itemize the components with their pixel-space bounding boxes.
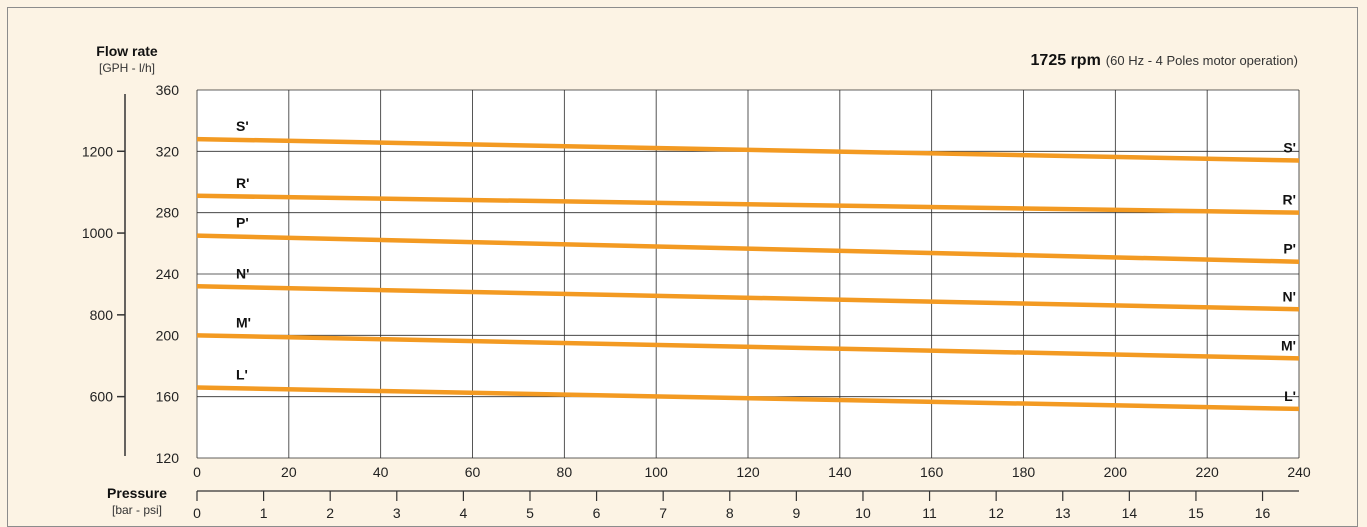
- y-gph-tick-label: 1200: [82, 143, 113, 159]
- x-psi-tick-label: 140: [828, 464, 852, 480]
- x-bar-tick-label: 10: [855, 505, 871, 519]
- series-label-left: N': [236, 265, 249, 281]
- x-psi-tick-label: 200: [1104, 464, 1128, 480]
- x-bar-tick-label: 5: [526, 505, 534, 519]
- y-gph-tick-label: 1000: [82, 225, 113, 241]
- series-label-right: P': [1283, 241, 1296, 257]
- y-axis-title: Flow rate: [96, 43, 158, 59]
- x-psi-tick-label: 0: [193, 464, 201, 480]
- curve-labels: S' S' R' R' P' P' N' N' M' M' L' L': [236, 118, 1296, 404]
- series-line: [196, 333, 1300, 361]
- x-bar-tick-label: 4: [459, 505, 467, 519]
- series-label-left: M': [236, 314, 251, 330]
- x-psi-tick-label: 180: [1012, 464, 1036, 480]
- series-line: [196, 233, 1300, 264]
- x-psi-tick-label: 20: [281, 464, 297, 480]
- series-label-left: L': [236, 366, 248, 382]
- y-gph-tick-label: 600: [90, 389, 114, 405]
- y-lh-tick-label: 200: [156, 327, 180, 343]
- y-axis-units: [GPH - l/h]: [99, 61, 155, 75]
- series-label-right: R': [1283, 192, 1296, 208]
- x-bar-tick-label: 0: [193, 505, 201, 519]
- rpm-note: (60 Hz - 4 Poles motor operation): [1106, 53, 1298, 68]
- series-line: [196, 193, 1300, 215]
- x-psi-tick-label: 80: [557, 464, 573, 480]
- x-bar-tick-label: 16: [1255, 505, 1271, 519]
- y-lh-tick-label: 120: [156, 450, 180, 466]
- x-psi-tick-label: 100: [644, 464, 668, 480]
- x-bar-tick-label: 8: [726, 505, 734, 519]
- rpm-value: 1725 rpm: [1031, 52, 1101, 69]
- series-label-right: N': [1283, 288, 1296, 304]
- series-label-left: R': [236, 175, 249, 191]
- series-line: [196, 385, 1300, 412]
- y-lh-tick-label: 160: [156, 389, 180, 405]
- x-bar-tick-label: 9: [792, 505, 800, 519]
- y-lh-tick-label: 320: [156, 143, 180, 159]
- series-line: [196, 284, 1300, 312]
- series-label-right: M': [1281, 337, 1296, 353]
- series-label-right: L': [1284, 388, 1296, 404]
- x-psi-tick-label: 160: [920, 464, 944, 480]
- series-line: [196, 136, 1300, 163]
- x-bar-tick-label: 13: [1055, 505, 1071, 519]
- y-lh-tick-label: 280: [156, 205, 180, 221]
- x-bar-tick-label: 3: [393, 505, 401, 519]
- x-bar-tick-label: 2: [326, 505, 334, 519]
- y-lh-tick-label: 240: [156, 266, 180, 282]
- y-gph-tick-label: 800: [90, 307, 114, 323]
- x-psi-tick-label: 40: [373, 464, 389, 480]
- x-psi-tick-label: 220: [1195, 464, 1219, 480]
- x-bar-tick-label: 11: [922, 505, 937, 519]
- x-axis-title: Pressure: [107, 485, 167, 501]
- x-psi-tick-label: 120: [736, 464, 760, 480]
- x-psi-tick-label: 60: [465, 464, 481, 480]
- series-label-left: P': [236, 215, 249, 231]
- series-label-right: S': [1283, 140, 1296, 156]
- x-bar-tick-label: 15: [1188, 505, 1204, 519]
- x-bar-tick-label: 7: [659, 505, 667, 519]
- x-bar-tick-label: 1: [260, 505, 268, 519]
- curves: [196, 136, 1300, 412]
- x-psi-tick-label: 240: [1287, 464, 1311, 480]
- series-label-left: S': [236, 118, 249, 134]
- y-lh-tick-label: 360: [156, 82, 180, 98]
- x-axis-units: [bar - psi]: [112, 503, 162, 517]
- x-bar-tick-label: 14: [1122, 505, 1138, 519]
- x-bar-tick-label: 12: [988, 505, 1004, 519]
- x-bar-tick-label: 6: [593, 505, 601, 519]
- chart-subtitle: 1725 rpm (60 Hz - 4 Poles motor operation…: [1031, 52, 1298, 69]
